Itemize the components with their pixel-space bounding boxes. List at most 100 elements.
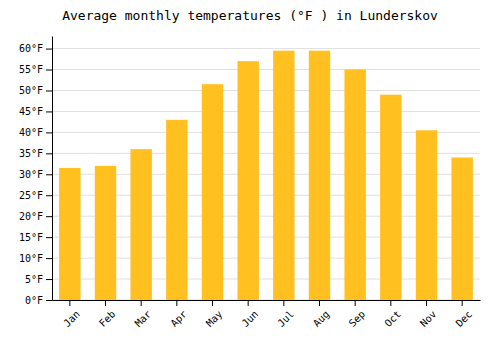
x-tick: Mar [133,300,154,329]
y-tick-mark [46,300,52,301]
x-tick-label: Sep [347,308,368,329]
y-tick: 30°F [19,169,52,180]
x-tick-mark [248,300,249,306]
x-tick: Sep [347,300,368,329]
y-tick-label: 60°F [19,43,43,54]
y-tick-label: 55°F [19,64,43,75]
y-axis: 0°F 5°F 10°F 15°F 20°F 25°F 30°F 35°F 40°F 45°F 50… [19,37,53,306]
y-tick-label: 45°F [19,106,43,117]
y-tick: 50°F [19,85,52,96]
bar [130,149,151,300]
x-tick-label: Apr [168,308,189,329]
x-tick: May [204,300,225,329]
y-tick: 10°F [19,253,52,264]
x-tick: Oct [382,300,403,329]
y-tick: 40°F [19,127,52,138]
y-tick-mark [46,174,52,175]
y-tick: 25°F [19,190,52,201]
x-tick-mark [355,300,356,306]
x-tick-label: Nov [418,308,439,329]
y-tick: 0°F [25,295,52,306]
x-tick-label: Mar [133,308,154,329]
y-tick: 60°F [19,43,52,54]
bar [95,166,116,300]
x-tick-label: Dec [454,308,475,329]
x-tick: Aug [311,300,332,329]
x-tick: Jan [61,300,82,329]
x-tick-mark [462,300,463,306]
y-tick: 20°F [19,211,52,222]
grid-line [52,48,480,49]
y-tick: 5°F [25,274,52,285]
grid-line [52,90,480,91]
x-tick: Jun [240,300,261,329]
bar [273,51,294,300]
grid-line [52,111,480,112]
bar [237,61,258,300]
plot: 0°F 5°F 10°F 15°F 20°F 25°F 30°F 35°F 40°F 45°F 50… [19,37,481,330]
title: Average monthly temperatures (°F ) in Lu… [62,8,438,23]
x-tick: Nov [418,300,439,329]
chart: Average monthly temperatures (°F ) in Lu… [0,0,500,350]
y-tick-label: 5°F [25,274,43,285]
y-tick-label: 50°F [19,85,43,96]
y-tick-mark [46,49,52,50]
x-tick-label: Oct [382,308,403,329]
y-tick-mark [46,279,52,280]
y-tick-mark [46,216,52,217]
y-tick-mark [46,195,52,196]
y-tick-label: 25°F [19,190,43,201]
x-tick-label: Aug [311,308,332,329]
y-tick-mark [46,90,52,91]
bar [59,168,80,300]
x-tick-mark [212,300,213,306]
y-tick-mark [46,258,52,259]
x-tick-mark [69,300,70,306]
x-tick-label: Jan [61,308,82,329]
bar [202,84,223,300]
y-tick: 55°F [19,64,52,75]
x-tick: Dec [454,300,475,329]
y-tick-label: 15°F [19,232,43,243]
grid [52,49,480,300]
y-tick-label: 40°F [19,127,43,138]
x-tick-label: Feb [97,308,118,329]
x-tick: Feb [97,300,118,329]
bar [344,70,365,300]
x-tick-label: Jul [275,308,296,329]
y-tick-mark [46,237,52,238]
x-tick-mark [283,300,284,306]
bars [59,51,473,300]
x-tick-mark [390,300,391,306]
y-tick: 15°F [19,232,52,243]
y-tick-mark [46,153,52,154]
x-tick-mark [319,300,320,306]
x-tick: Apr [168,300,189,329]
y-axis-line [52,37,53,301]
bar [166,120,187,300]
y-tick-label: 0°F [25,295,43,306]
y-tick-mark [46,111,52,112]
x-tick-mark [105,300,106,306]
x-tick: Jul [275,300,296,329]
y-tick-label: 20°F [19,211,43,222]
x-tick-label: May [204,308,225,329]
y-tick-label: 30°F [19,169,43,180]
y-tick-mark [46,70,52,71]
bar [309,51,330,300]
bar [380,95,401,300]
y-tick: 35°F [19,148,52,159]
y-tick-mark [46,132,52,133]
grid-line [52,69,480,70]
y-tick-label: 35°F [19,148,43,159]
bar [451,158,472,300]
x-axis-line [53,300,481,301]
x-tick-label: Jun [240,308,261,329]
bar [416,130,437,300]
y-tick: 45°F [19,106,52,117]
y-tick-label: 10°F [19,253,43,264]
x-axis: Jan Feb Mar Apr May Jun Jul Aug Sep Oct Nov Dec [53,300,481,329]
x-tick-mark [176,300,177,306]
x-tick-mark [426,300,427,306]
x-tick-mark [141,300,142,306]
